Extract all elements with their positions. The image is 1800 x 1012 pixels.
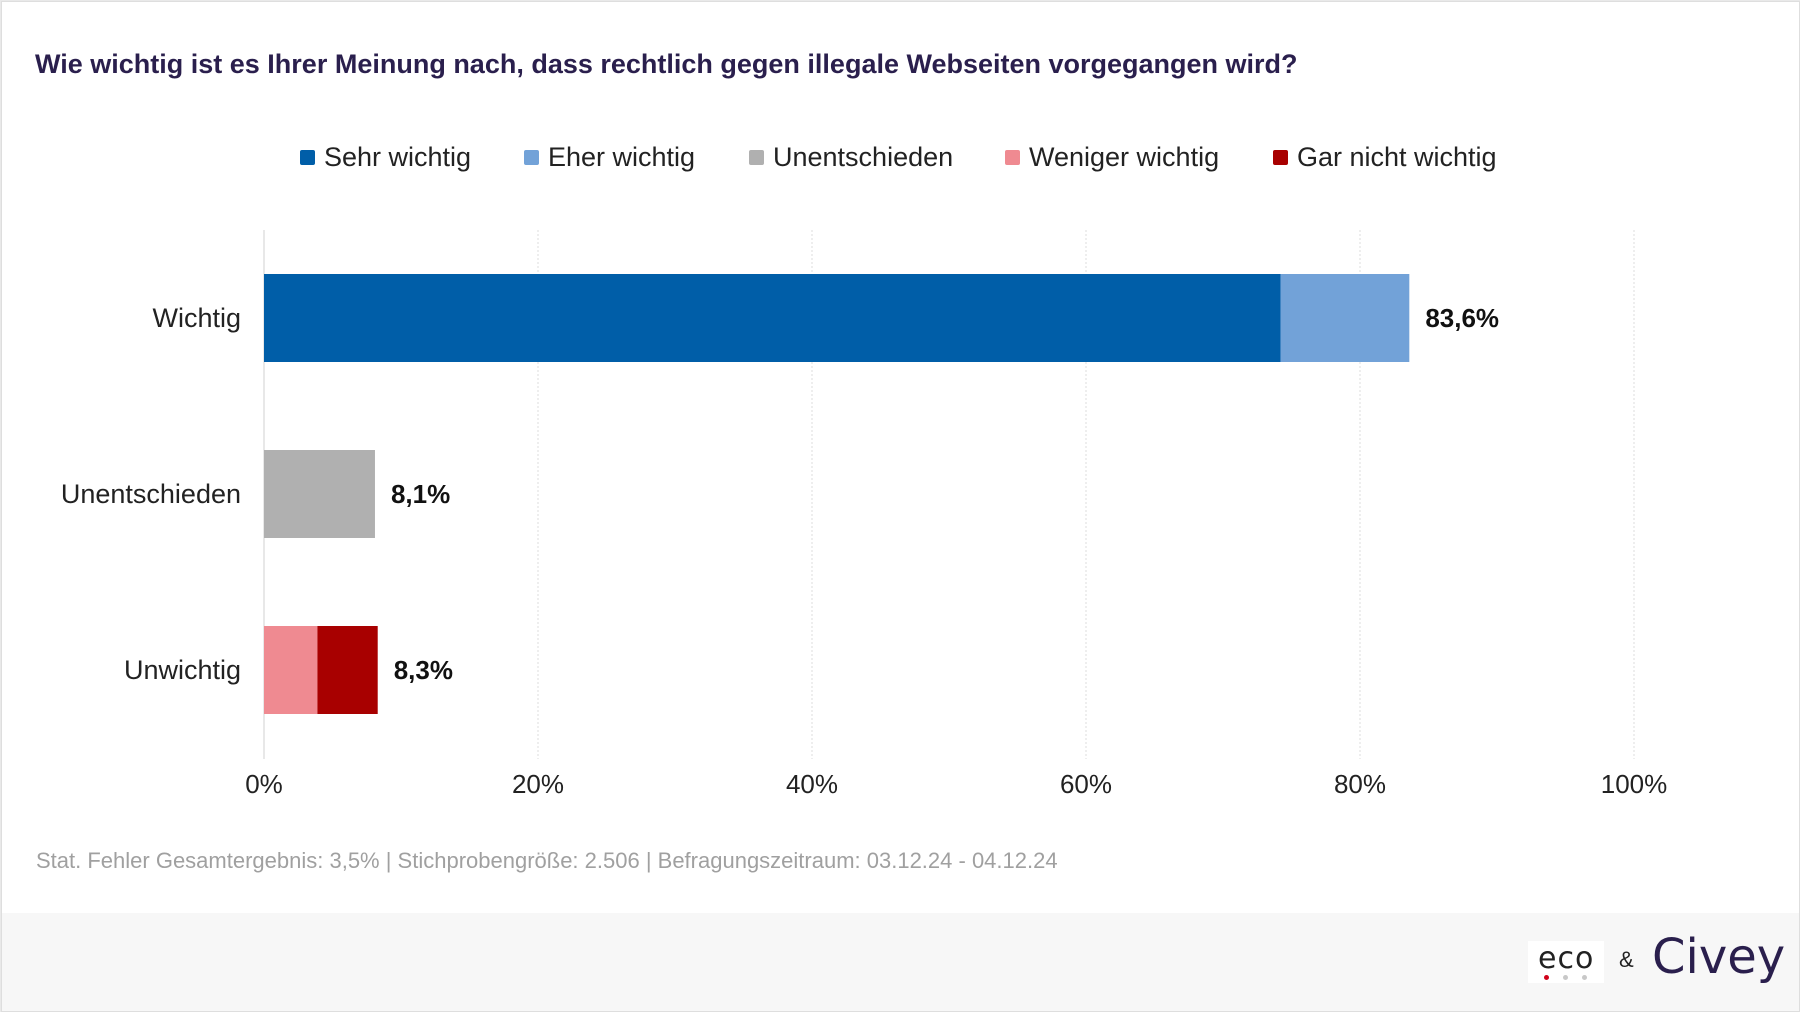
category-label: Unwichtig xyxy=(124,655,241,685)
eco-logo-dot xyxy=(1563,975,1568,980)
legend-item: Unentschieden xyxy=(749,142,953,173)
data-label: 8,3% xyxy=(394,655,453,685)
legend-swatch xyxy=(1273,150,1288,165)
x-tick-label: 20% xyxy=(512,769,564,799)
bar-segment xyxy=(264,450,375,538)
eco-logo-dot xyxy=(1582,975,1587,980)
category-label: Wichtig xyxy=(152,303,241,333)
x-tick-label: 80% xyxy=(1334,769,1386,799)
legend-item: Sehr wichtig xyxy=(300,142,471,173)
legend-label: Eher wichtig xyxy=(548,142,696,172)
legend-label: Gar nicht wichtig xyxy=(1297,142,1497,172)
x-tick-label: 40% xyxy=(786,769,838,799)
chart-title: Wie wichtig ist es Ihrer Meinung nach, d… xyxy=(35,49,1298,79)
data-label: 8,1% xyxy=(391,479,450,509)
legend-swatch xyxy=(1005,150,1020,165)
footnote: Stat. Fehler Gesamtergebnis: 3,5% | Stic… xyxy=(36,848,1058,873)
eco-logo-text: eco xyxy=(1538,941,1595,976)
footer: eco & Civey xyxy=(2,913,1799,1011)
eco-logo: eco xyxy=(1528,941,1604,983)
legend-swatch xyxy=(749,150,764,165)
data-label: 83,6% xyxy=(1425,303,1499,333)
bar-segment xyxy=(317,626,378,714)
civey-logo: Civey xyxy=(1652,929,1786,985)
x-tick-label: 60% xyxy=(1060,769,1112,799)
legend-item: Weniger wichtig xyxy=(1005,142,1219,173)
bar-segment xyxy=(264,626,318,714)
legend: Sehr wichtig Eher wichtig Unentschieden Wen… xyxy=(2,142,1799,182)
legend-label: Unentschieden xyxy=(773,142,954,172)
legend-item: Eher wichtig xyxy=(524,142,695,173)
eco-logo-dot xyxy=(1544,975,1549,980)
category-label: Unentschieden xyxy=(61,479,241,509)
bar-segment xyxy=(1280,274,1410,362)
bar-segment xyxy=(264,274,1281,362)
legend-label: Sehr wichtig xyxy=(324,142,472,172)
legend-swatch xyxy=(300,150,315,165)
x-tick-label: 100% xyxy=(1601,769,1668,799)
logo-ampersand: & xyxy=(1619,947,1634,972)
x-tick-label: 0% xyxy=(245,769,283,799)
legend-label: Weniger wichtig xyxy=(1029,142,1220,172)
bar-chart: 0% 20% 40% 60% 80% 100% Wichtig 83,6% Unentschie… xyxy=(61,230,1668,799)
legend-swatch xyxy=(524,150,539,165)
legend-item: Gar nicht wichtig xyxy=(1273,142,1497,173)
